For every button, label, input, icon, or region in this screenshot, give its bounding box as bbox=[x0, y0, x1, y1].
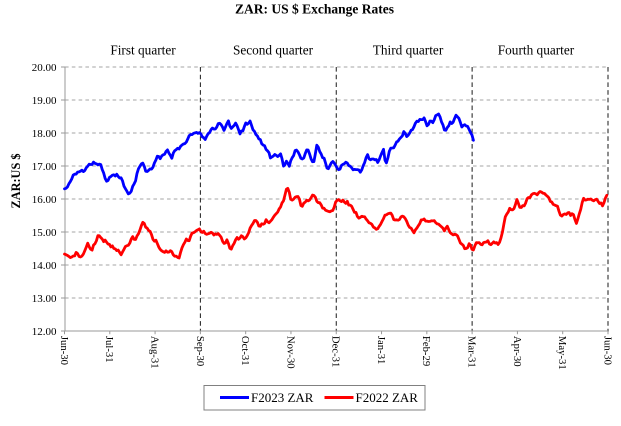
svg-text:Apr-30: Apr-30 bbox=[511, 336, 523, 367]
svg-text:Jan-31: Jan-31 bbox=[375, 336, 387, 365]
svg-text:Sep-30: Sep-30 bbox=[194, 336, 206, 366]
svg-text:Dec-31: Dec-31 bbox=[330, 336, 342, 367]
svg-text:Nov-30: Nov-30 bbox=[284, 336, 296, 369]
svg-text:F2023 ZAR: F2023 ZAR bbox=[251, 390, 314, 405]
svg-text:F2022 ZAR: F2022 ZAR bbox=[356, 390, 419, 405]
svg-text:19.00: 19.00 bbox=[32, 95, 57, 107]
svg-text:First quarter: First quarter bbox=[110, 42, 176, 57]
svg-text:12.00: 12.00 bbox=[32, 326, 57, 338]
svg-text:18.00: 18.00 bbox=[32, 128, 57, 140]
svg-text:Fourth quarter: Fourth quarter bbox=[498, 42, 575, 57]
svg-text:16.00: 16.00 bbox=[32, 194, 57, 206]
svg-text:Jun-30: Jun-30 bbox=[601, 336, 613, 365]
svg-text:Aug-31: Aug-31 bbox=[148, 336, 160, 369]
svg-text:13.00: 13.00 bbox=[32, 293, 57, 305]
svg-text:20.00: 20.00 bbox=[32, 62, 57, 74]
svg-text:Oct-31: Oct-31 bbox=[239, 336, 251, 366]
svg-text:Second quarter: Second quarter bbox=[233, 42, 314, 57]
svg-text:Jun-30: Jun-30 bbox=[58, 336, 70, 365]
svg-text:Third quarter: Third quarter bbox=[373, 42, 444, 57]
svg-text:May-31: May-31 bbox=[556, 336, 568, 370]
svg-text:14.00: 14.00 bbox=[32, 260, 57, 272]
svg-text:ZAR:US $: ZAR:US $ bbox=[9, 154, 23, 209]
svg-text:ZAR: US $ Exchange Rates: ZAR: US $ Exchange Rates bbox=[235, 2, 394, 17]
svg-text:Jul-31: Jul-31 bbox=[103, 336, 115, 363]
svg-text:Mar-31: Mar-31 bbox=[466, 336, 478, 368]
svg-text:15.00: 15.00 bbox=[32, 227, 57, 239]
svg-text:17.00: 17.00 bbox=[32, 161, 57, 173]
svg-text:Feb-29: Feb-29 bbox=[420, 336, 432, 366]
